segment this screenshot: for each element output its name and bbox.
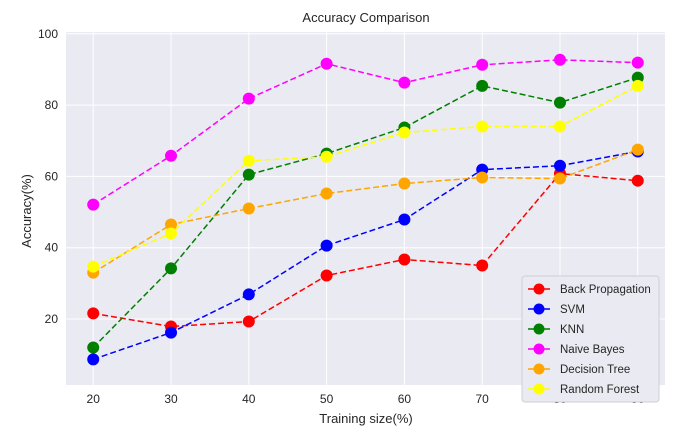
data-point (242, 315, 255, 328)
data-point (398, 76, 411, 89)
x-tick-label: 60 (398, 392, 412, 406)
data-point (165, 326, 178, 339)
legend-marker (533, 283, 545, 295)
data-point (553, 53, 566, 66)
x-tick-label: 70 (476, 392, 490, 406)
data-point (631, 79, 644, 92)
data-point (165, 227, 178, 240)
data-point (320, 239, 333, 252)
data-point (320, 57, 333, 70)
legend-label: Random Forest (560, 384, 640, 396)
data-point (631, 56, 644, 69)
x-tick-label: 50 (320, 392, 334, 406)
data-point (553, 172, 566, 185)
y-tick-label: 40 (45, 241, 59, 255)
y-tick-label: 100 (38, 27, 58, 41)
data-point (242, 168, 255, 181)
data-point (320, 187, 333, 200)
x-tick-label: 20 (87, 392, 101, 406)
data-point (631, 174, 644, 187)
legend-label: Naive Bayes (560, 344, 625, 356)
legend-marker (533, 343, 545, 355)
data-point (398, 126, 411, 139)
data-point (398, 253, 411, 266)
data-point (476, 79, 489, 92)
data-point (553, 96, 566, 109)
legend-box (521, 275, 660, 403)
legend-label: Back Propagation (560, 284, 651, 296)
legend-item: KNN (528, 323, 584, 336)
y-tick-label: 60 (45, 169, 59, 183)
series-line (92, 150, 638, 361)
series-line (92, 85, 639, 268)
data-point (87, 198, 100, 211)
legend-item: Random Forest (528, 383, 640, 396)
data-point (165, 262, 178, 275)
data-point (165, 149, 178, 162)
data-point (476, 120, 489, 133)
legend: Back Propagation SVM KNN Naive Bayes Decisio… (521, 275, 660, 403)
data-point (242, 92, 255, 105)
data-point (87, 307, 100, 320)
series-line (93, 172, 638, 328)
legend-item: Back Propagation (528, 283, 651, 296)
legend-marker (533, 303, 545, 315)
series-line (92, 76, 639, 349)
chart-title: Accuracy Comparison (302, 10, 429, 25)
data-point (476, 171, 489, 184)
x-tick-label: 30 (164, 392, 178, 406)
y-tick-label: 80 (45, 98, 59, 112)
data-point (320, 269, 333, 282)
data-point (476, 58, 489, 71)
data-point (87, 353, 100, 366)
x-tick-label: 40 (242, 392, 256, 406)
legend-item: SVM (528, 303, 585, 316)
legend-label: SVM (560, 304, 585, 316)
series-group (87, 53, 644, 366)
data-point (398, 177, 411, 190)
data-point (398, 213, 411, 226)
series-knn (87, 71, 644, 354)
data-point (320, 150, 333, 163)
data-point (242, 202, 255, 215)
data-point (553, 120, 566, 133)
legend-item: Decision Tree (528, 363, 630, 376)
legend-marker (533, 363, 545, 375)
data-point (242, 154, 255, 167)
series-line (92, 59, 638, 206)
series-random-forest (87, 79, 644, 273)
data-point (631, 71, 644, 84)
data-point (165, 218, 178, 231)
y-axis-label: Accuracy(%) (19, 174, 34, 248)
legend-marker (533, 323, 545, 335)
y-tick-label: 20 (45, 312, 59, 326)
series-naive-bayes (87, 53, 644, 211)
series-back-propagation (87, 167, 644, 333)
legend-label: KNN (560, 324, 584, 336)
data-point (242, 288, 255, 301)
data-point (631, 143, 644, 156)
x-axis-label: Training size(%) (319, 411, 412, 426)
data-point (553, 159, 566, 172)
legend-marker (533, 383, 545, 395)
legend-item: Naive Bayes (528, 343, 625, 356)
data-point (476, 259, 489, 272)
data-point (87, 260, 100, 273)
series-svm (87, 145, 644, 366)
data-point (87, 341, 100, 354)
legend-label: Decision Tree (560, 364, 630, 376)
